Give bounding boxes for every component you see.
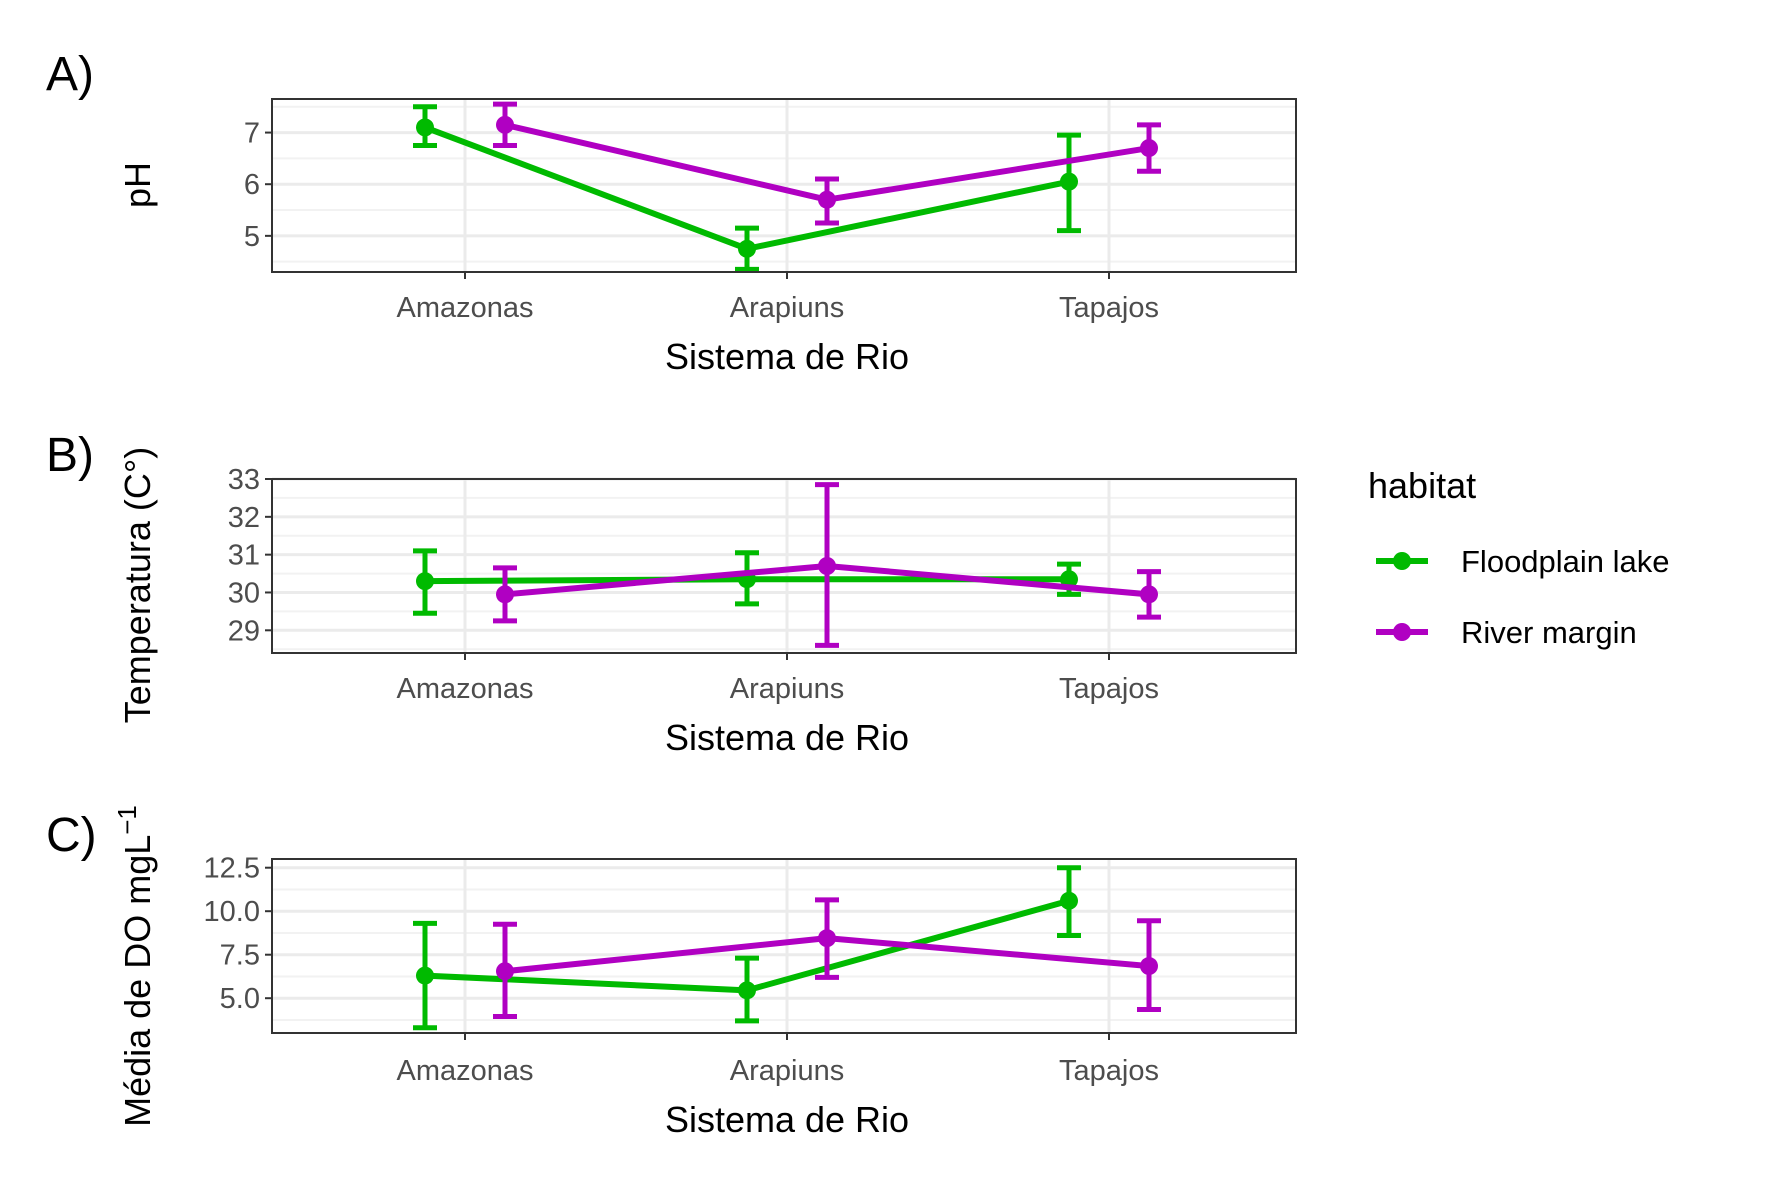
panel-b-river-margin-amazonas-point: [496, 585, 514, 604]
panel-c-river-margin-amazonas-point: [496, 962, 514, 981]
legend-key-dot-floodplain-lake: [1393, 552, 1411, 570]
panel-b-x-ticks: Amazonas Arapiuns Tapajos: [396, 673, 1158, 705]
panel-a-floodplain-lake-tapajos-point: [1060, 172, 1078, 191]
panel-a: A) 5 6 7 Amazonas Arapiuns Tapajos Sistema…: [46, 48, 1297, 377]
panel-b-y-tick-label-1: 30: [228, 577, 260, 609]
panel-b-x-axis-title: Sistema de Rio: [665, 717, 909, 758]
panel-b-y-tick-label-2: 31: [228, 540, 260, 572]
panel-b-x-tick-tapajos: Tapajos: [1059, 673, 1159, 705]
panel-a-river-margin-tapajos-point: [1140, 139, 1158, 158]
legend-label-river-margin: River margin: [1461, 615, 1637, 650]
panel-b-tag: B): [46, 429, 94, 482]
panel-a-floodplain-lake-arapiuns-point: [738, 239, 756, 258]
panel-c-tag: C): [46, 809, 97, 862]
legend-entry-river-margin: River margin: [1376, 615, 1637, 650]
panel-c-y-axis-title: Média de DO mgL−1: [112, 805, 158, 1127]
panel-b-y-tick-label-3: 32: [228, 502, 260, 534]
panel-c-panel-border: [271, 858, 1297, 1034]
panel-b-floodplain-lake-amazonas-point: [416, 572, 434, 591]
panel-b-river-margin-arapiuns-point: [818, 557, 836, 575]
panel-b-river-margin-tapajos-point: [1140, 585, 1158, 604]
panel-b-x-tick-amazonas: Amazonas: [396, 673, 533, 705]
panel-b-panel-background: [272, 479, 1296, 653]
panel-c-y-axis-title-main: Média de DO mgL: [117, 835, 158, 1127]
panel-c: C) 5.0 7.5 10.0 12.5 Amazonas Arapiuns Tapa…: [46, 805, 1297, 1140]
panel-c-y-tick-label-1: 7.5: [220, 940, 260, 972]
panel-b-panel-border: [271, 478, 1297, 654]
panel-c-floodplain-lake-tapajos-point: [1060, 891, 1078, 910]
panel-a-x-tick-arapiuns: Arapiuns: [730, 292, 844, 324]
panel-a-river-margin-amazonas-point: [496, 115, 514, 134]
panel-a-tag: A): [46, 48, 94, 101]
panel-a-y-tick-label-2: 7: [244, 118, 260, 150]
panel-a-y-axis-title: pH: [117, 162, 158, 208]
panel-b-y-tick-label-0: 29: [228, 615, 260, 647]
panel-b-y-tick-label-4: 33: [228, 464, 260, 496]
panel-a-x-tick-tapajos: Tapajos: [1059, 292, 1159, 324]
panel-c-x-ticks: Amazonas Arapiuns Tapajos: [396, 1055, 1158, 1087]
panel-a-floodplain-lake-amazonas-point: [416, 118, 434, 137]
panel-c-x-tick-tapajos: Tapajos: [1059, 1055, 1159, 1087]
panel-a-x-ticks: Amazonas Arapiuns Tapajos: [396, 292, 1158, 324]
panel-a-river-margin-arapiuns-point: [818, 190, 836, 209]
panel-c-floodplain-lake-arapiuns-point: [738, 981, 756, 1000]
panel-b-x-tick-arapiuns: Arapiuns: [730, 673, 844, 705]
panel-c-x-tick-arapiuns: Arapiuns: [730, 1055, 844, 1087]
legend: habitat Floodplain lake River margin: [1368, 465, 1670, 650]
panel-a-plot: 5 6 7: [244, 98, 1297, 279]
panel-c-y-tick-label-2: 10.0: [204, 896, 260, 928]
panel-a-x-tick-amazonas: Amazonas: [396, 292, 533, 324]
panel-c-river-margin-arapiuns-point: [818, 929, 836, 948]
legend-entry-floodplain-lake: Floodplain lake: [1376, 544, 1670, 579]
panel-b-floodplain-lake-tapajos-point: [1060, 570, 1078, 589]
panel-a-y-tick-label-0: 5: [244, 221, 260, 253]
panel-c-y-tick-label-0: 5.0: [220, 983, 260, 1015]
legend-label-floodplain-lake: Floodplain lake: [1461, 544, 1670, 579]
panel-c-y-tick-label-3: 12.5: [204, 853, 260, 885]
panel-c-x-tick-amazonas: Amazonas: [396, 1055, 533, 1087]
legend-title: habitat: [1368, 465, 1476, 506]
panel-a-panel-border: [271, 98, 1297, 273]
panel-a-y-tick-label-1: 6: [244, 169, 260, 201]
panel-c-floodplain-lake-amazonas-point: [416, 966, 434, 985]
panel-a-x-axis-title: Sistema de Rio: [665, 336, 909, 377]
panel-c-x-axis-title: Sistema de Rio: [665, 1099, 909, 1140]
legend-key-dot-river-margin: [1393, 623, 1411, 641]
panel-b-y-axis-title: Temperatura (C°): [117, 447, 158, 723]
panel-c-panel-background: [272, 859, 1296, 1033]
panel-b-plot: 29 30 31 32 33: [228, 464, 1297, 660]
panel-c-y-axis-title-superscript: −1: [112, 805, 142, 835]
panel-c-river-margin-tapajos-point: [1140, 957, 1158, 976]
panel-c-plot: 5.0 7.5 10.0 12.5: [204, 853, 1297, 1040]
